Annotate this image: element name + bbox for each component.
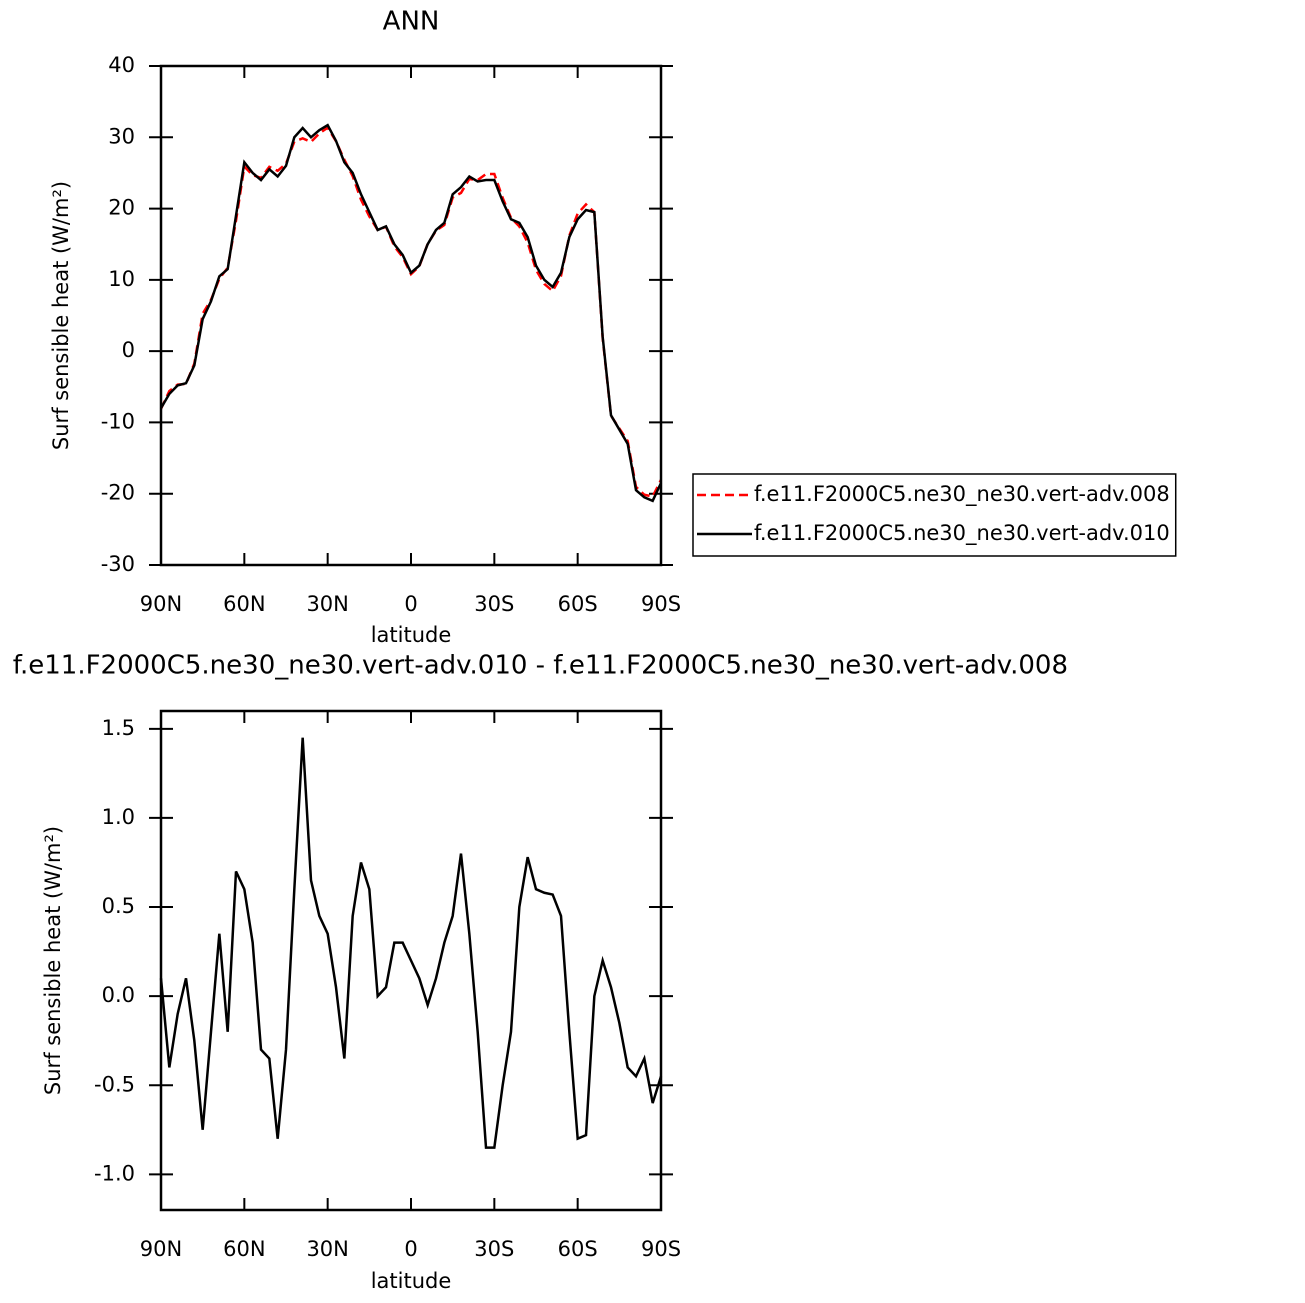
- y-tick-label: -0.5: [94, 1072, 135, 1096]
- chart-title: ANN: [383, 7, 440, 37]
- plot-frame: [159, 64, 663, 567]
- series-line: [159, 737, 663, 1149]
- x-tick-label: 30N: [306, 592, 348, 616]
- y-axis-label: Surf sensible heat (W/m²): [41, 826, 65, 1095]
- series-line: [159, 125, 663, 498]
- series-line: [159, 123, 663, 503]
- x-tick-label: 0: [404, 1237, 417, 1261]
- x-tick-label: 90N: [140, 592, 182, 616]
- y-tick-label: 20: [108, 196, 135, 220]
- legend-box: [692, 473, 1177, 557]
- x-tick-label: 60S: [558, 1237, 598, 1261]
- y-tick-label: 1.0: [102, 805, 135, 829]
- y-tick-label: 10: [108, 267, 135, 291]
- x-tick-label: 90S: [641, 592, 681, 616]
- x-tick-label: 30S: [474, 592, 514, 616]
- x-tick-label: 60S: [558, 592, 598, 616]
- y-tick-label: 0.0: [102, 983, 135, 1007]
- x-tick-label: 30S: [474, 1237, 514, 1261]
- y-tick-label: 30: [108, 124, 135, 148]
- legend-label: f.e11.F2000C5.ne30_ne30.vert-adv.008: [754, 482, 1170, 507]
- y-tick-label: 40: [108, 53, 135, 77]
- x-tick-label: 30N: [306, 1237, 348, 1261]
- y-tick-label: -1.0: [94, 1161, 135, 1185]
- plot-frame: [159, 709, 663, 1212]
- y-tick-label: 0: [122, 338, 135, 362]
- x-tick-label: 0: [404, 592, 417, 616]
- x-axis-label: latitude: [371, 623, 452, 647]
- x-tick-label: 60N: [223, 1237, 265, 1261]
- x-tick-label: 90S: [641, 1237, 681, 1261]
- y-tick-label: -10: [101, 409, 135, 433]
- x-tick-label: 90N: [140, 1237, 182, 1261]
- y-tick-label: 0.5: [102, 894, 135, 918]
- y-tick-label: -30: [101, 552, 135, 576]
- legend-label: f.e11.F2000C5.ne30_ne30.vert-adv.010: [754, 521, 1170, 546]
- x-tick-label: 60N: [223, 592, 265, 616]
- chart-title: f.e11.F2000C5.ne30_ne30.vert-adv.010 - f…: [13, 651, 1068, 681]
- y-tick-label: -20: [101, 481, 135, 505]
- y-tick-label: 1.5: [102, 716, 135, 740]
- x-axis-label: latitude: [371, 1269, 452, 1293]
- y-axis-label: Surf sensible heat (W/m²): [49, 181, 73, 450]
